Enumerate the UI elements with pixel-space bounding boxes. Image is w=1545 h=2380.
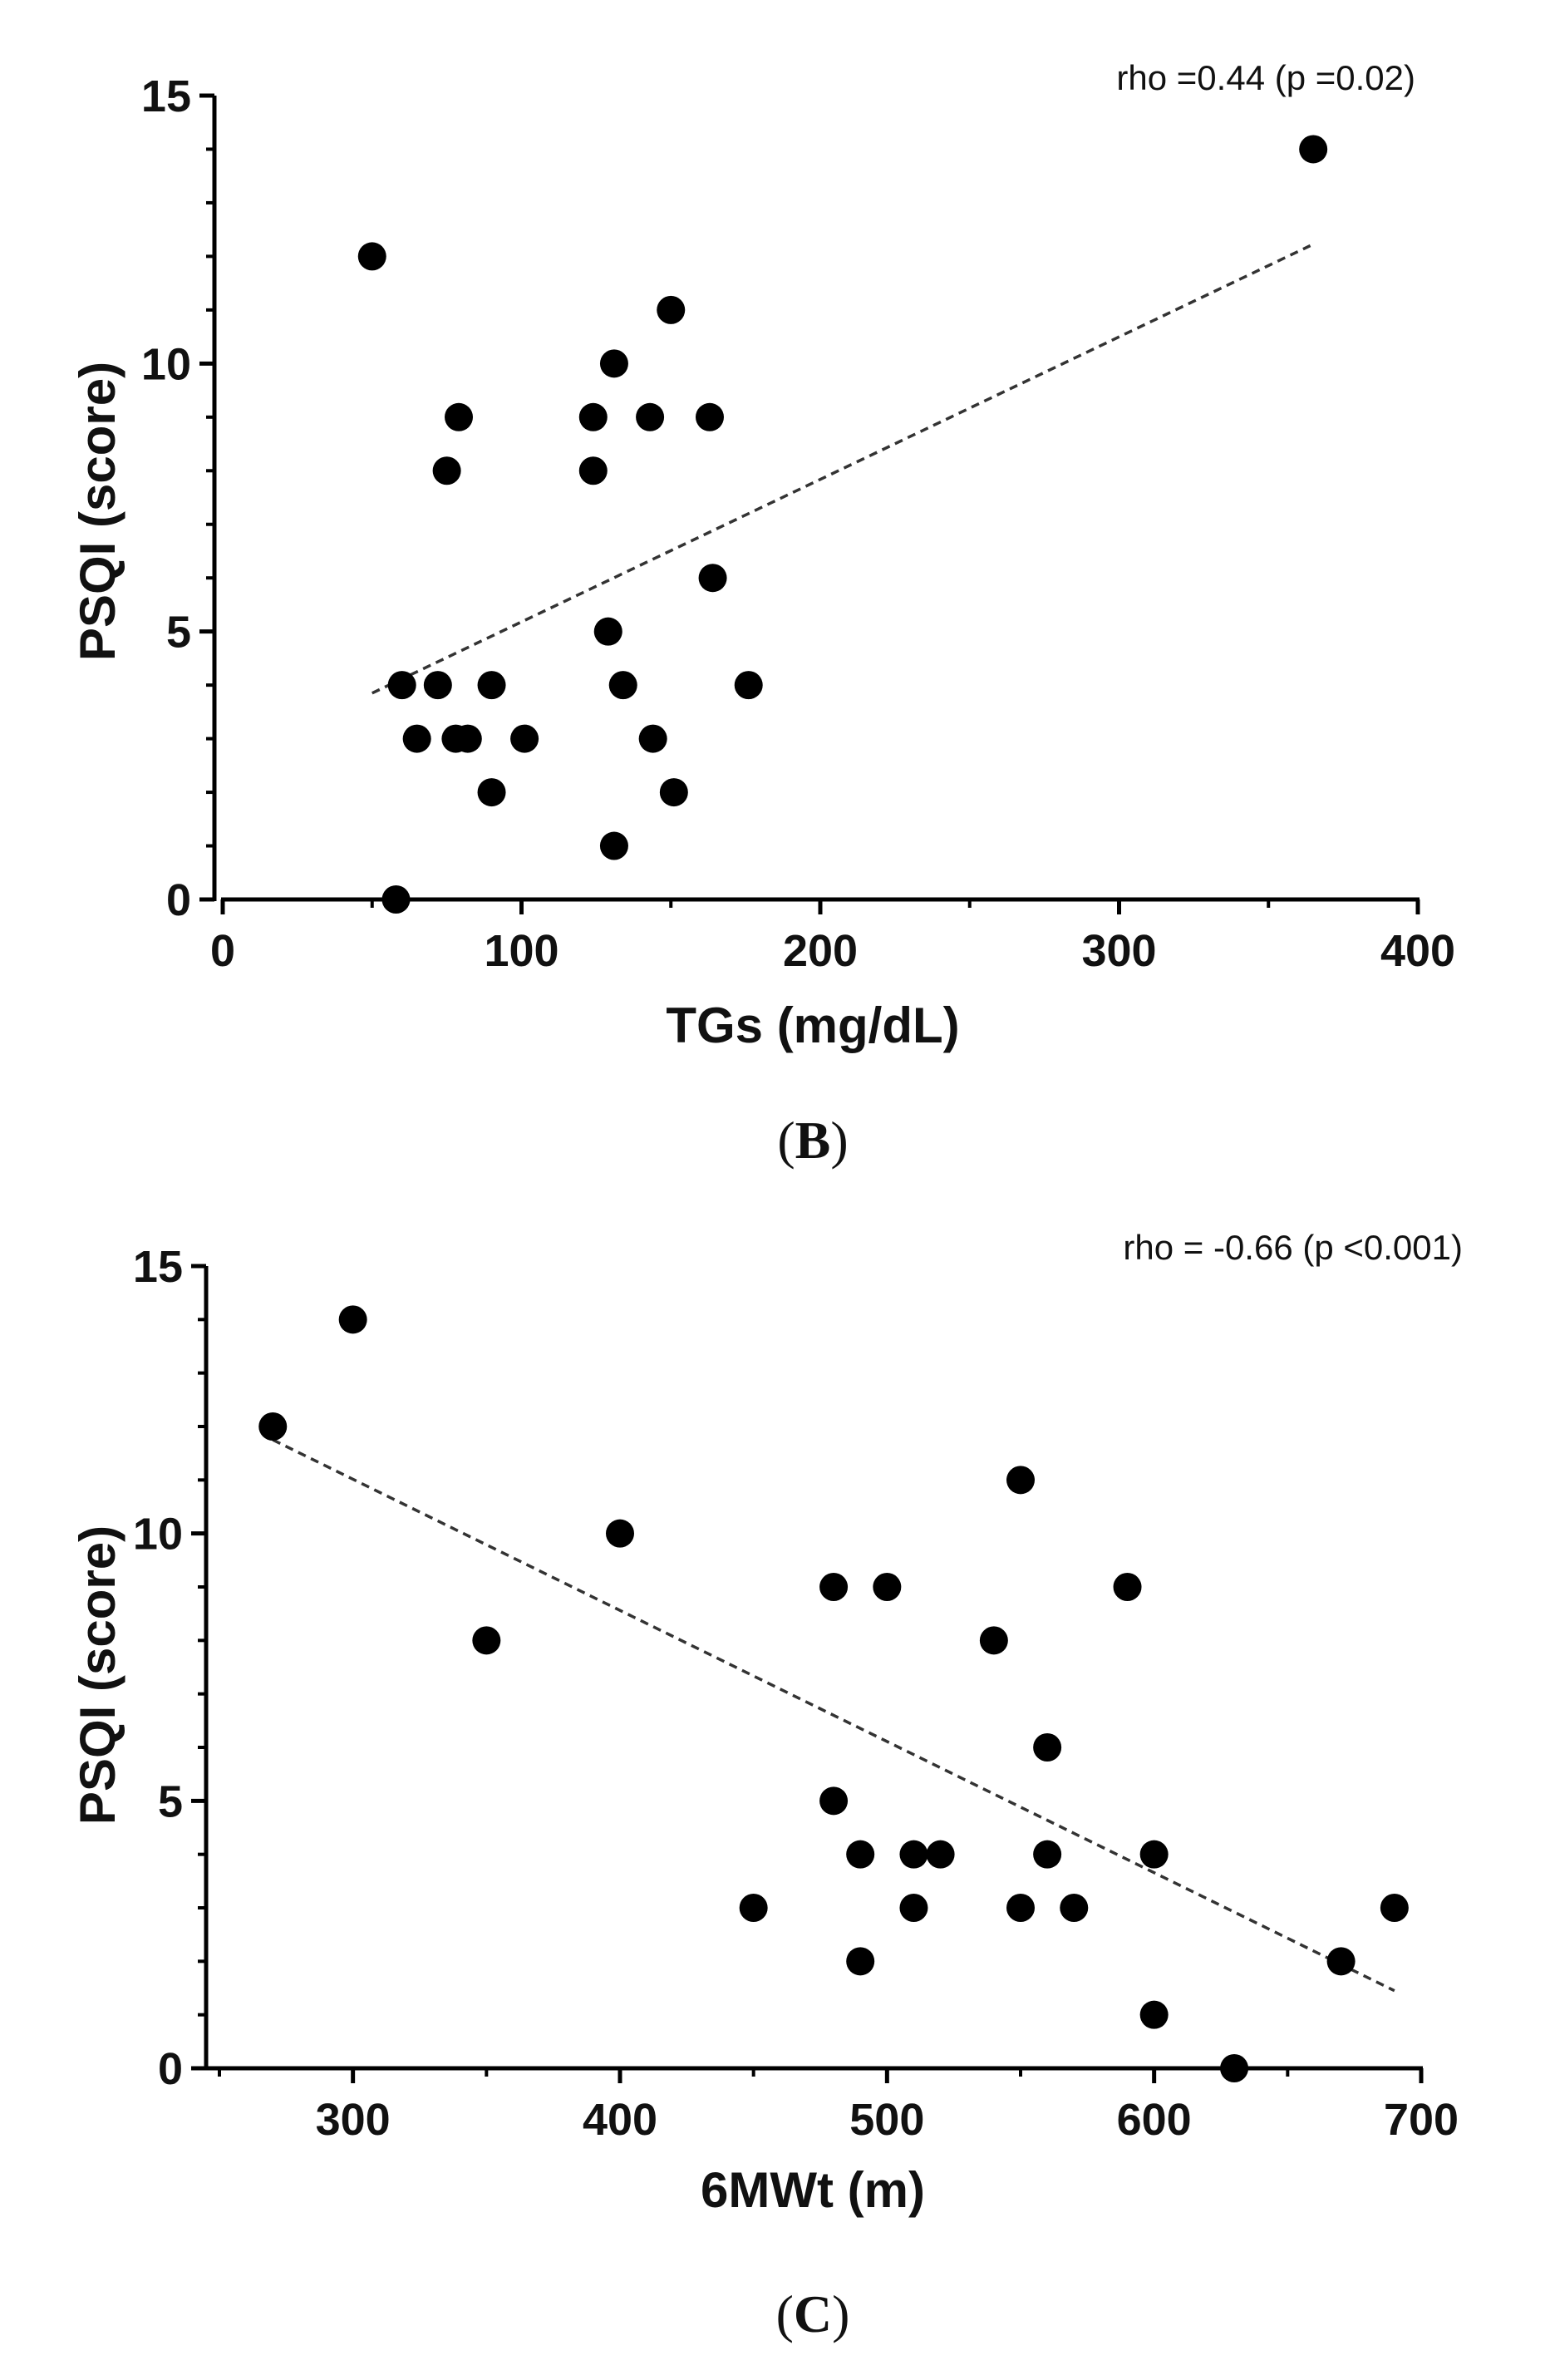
panel-c-data-point bbox=[1113, 1573, 1142, 1601]
panel-b-data-point bbox=[432, 456, 461, 485]
panel-c-annotation: rho = -0.66 (p <0.001) bbox=[1123, 1228, 1463, 1267]
scatter-panel-c: rho = -0.66 (p <0.001) PSQI (score) 6MWt… bbox=[70, 1228, 1463, 2343]
panel-c-trendline-group bbox=[272, 1438, 1395, 1993]
panel-c-y-tick-label: 15 bbox=[133, 1242, 183, 1292]
panel-c-x-axis-title: 6MWt (m) bbox=[701, 2162, 925, 2218]
panel-b-annotation: rho =0.44 (p =0.02) bbox=[1116, 58, 1415, 97]
panel-b-data-point bbox=[1299, 135, 1328, 164]
panel-c-data-point bbox=[979, 1626, 1008, 1655]
panel-b-y-tick-label: 15 bbox=[141, 71, 191, 121]
panel-c-data-point bbox=[739, 1894, 768, 1922]
panel-c-data-point bbox=[606, 1519, 634, 1548]
panel-b-points-group bbox=[357, 135, 1328, 914]
panel-b-data-point bbox=[453, 724, 482, 753]
panel-c-data-point bbox=[873, 1573, 902, 1601]
panel-c-data-point bbox=[819, 1573, 849, 1601]
panel-c-data-point bbox=[1033, 1840, 1062, 1869]
panel-c-data-point bbox=[1139, 2000, 1169, 2029]
panel-b-x-tick-label: 400 bbox=[1380, 926, 1455, 976]
panel-b-data-point bbox=[402, 724, 431, 753]
panel-b-x-tick-label: 300 bbox=[1081, 926, 1156, 976]
panel-c-x-tick-label: 400 bbox=[583, 2095, 657, 2145]
panel-b-data-point bbox=[608, 671, 637, 700]
panel-b-data-point bbox=[387, 671, 416, 700]
panel-b-label-letter: B bbox=[795, 1111, 831, 1170]
panel-c-x-tick-label: 700 bbox=[1384, 2095, 1459, 2145]
panel-c-data-point bbox=[819, 1786, 849, 1816]
panel-b-y-tick-label: 10 bbox=[141, 339, 191, 389]
panel-b-trendline-group bbox=[371, 244, 1311, 695]
panel-b-data-point bbox=[477, 778, 506, 807]
panel-b-label: (B) bbox=[777, 1111, 848, 1170]
panel-c-regression-line bbox=[272, 1438, 1395, 1993]
panel-c-y-tick-label: 10 bbox=[133, 1510, 183, 1560]
panel-b-regression-line bbox=[371, 244, 1311, 695]
panel-c-x-tick-label: 500 bbox=[849, 2095, 924, 2145]
panel-c-data-point bbox=[1060, 1894, 1089, 1922]
panel-b-data-point bbox=[657, 295, 686, 324]
panel-c-data-point bbox=[1006, 1466, 1035, 1495]
panel-c-data-point bbox=[1326, 1947, 1356, 1976]
panel-b-y-tick-label: 0 bbox=[166, 875, 191, 925]
panel-c-data-point bbox=[1380, 1894, 1409, 1922]
panel-c-data-point bbox=[1006, 1894, 1035, 1922]
panel-c-x-tick-label: 600 bbox=[1117, 2095, 1192, 2145]
panel-b-x-axis-title: TGs (mg/dL) bbox=[666, 998, 959, 1053]
panel-b-data-point bbox=[599, 349, 628, 378]
panel-c-label-letter: C bbox=[794, 2284, 832, 2343]
panel-c-y-tick-label: 0 bbox=[158, 2044, 183, 2094]
panel-b-y-tick-label: 5 bbox=[166, 608, 191, 658]
scatter-panel-b: rho =0.44 (p =0.02) PSQI (score) TGs (mg… bbox=[70, 58, 1455, 1170]
panel-b-data-point bbox=[636, 402, 665, 431]
panel-b-data-point bbox=[695, 402, 724, 431]
panel-c-axes-group: 0 5 10 15 300 400 500 600 700 bbox=[133, 1242, 1459, 2145]
panel-b-data-point bbox=[445, 402, 474, 431]
panel-b-axes-group: 0 5 10 15 0 100 200 300 400 bbox=[141, 71, 1455, 976]
panel-b-x-tick-label: 100 bbox=[484, 926, 558, 976]
panel-b-data-point bbox=[423, 671, 452, 700]
panel-c-y-axis-title: PSQI (score) bbox=[70, 1525, 125, 1825]
panel-c-data-point bbox=[926, 1840, 955, 1869]
panel-c-data-point bbox=[1139, 1840, 1169, 1869]
panel-b-data-point bbox=[510, 724, 539, 753]
panel-c-points-group bbox=[258, 1305, 1409, 2082]
panel-b-data-point bbox=[578, 402, 608, 431]
panel-b-data-point bbox=[659, 778, 688, 807]
panel-b-data-point bbox=[698, 564, 727, 593]
panel-c-label: (C) bbox=[776, 2284, 850, 2343]
panel-c-data-point bbox=[899, 1840, 928, 1869]
panel-b-x-tick-label: 200 bbox=[783, 926, 858, 976]
panel-b-x-tick-label: 0 bbox=[210, 926, 235, 976]
panel-c-data-point bbox=[846, 1840, 875, 1869]
panel-b-data-point bbox=[593, 617, 622, 646]
panel-c-data-point bbox=[846, 1947, 875, 1976]
panel-c-x-tick-label: 300 bbox=[316, 2095, 391, 2145]
panel-c-data-point bbox=[338, 1305, 367, 1334]
panel-b-data-point bbox=[357, 242, 386, 271]
panel-c-data-point bbox=[258, 1412, 288, 1441]
panel-b-data-point bbox=[638, 724, 667, 753]
panel-b-data-point bbox=[477, 671, 506, 700]
panel-b-y-axis-title: PSQI (score) bbox=[70, 362, 125, 661]
panel-c-data-point bbox=[472, 1626, 501, 1655]
panel-b-data-point bbox=[599, 831, 628, 860]
panel-c-data-point bbox=[1033, 1733, 1062, 1762]
panel-c-y-tick-label: 5 bbox=[158, 1776, 183, 1826]
panel-b-data-point bbox=[578, 456, 608, 485]
panel-c-data-point bbox=[899, 1894, 928, 1922]
panel-b-data-point bbox=[734, 671, 763, 700]
